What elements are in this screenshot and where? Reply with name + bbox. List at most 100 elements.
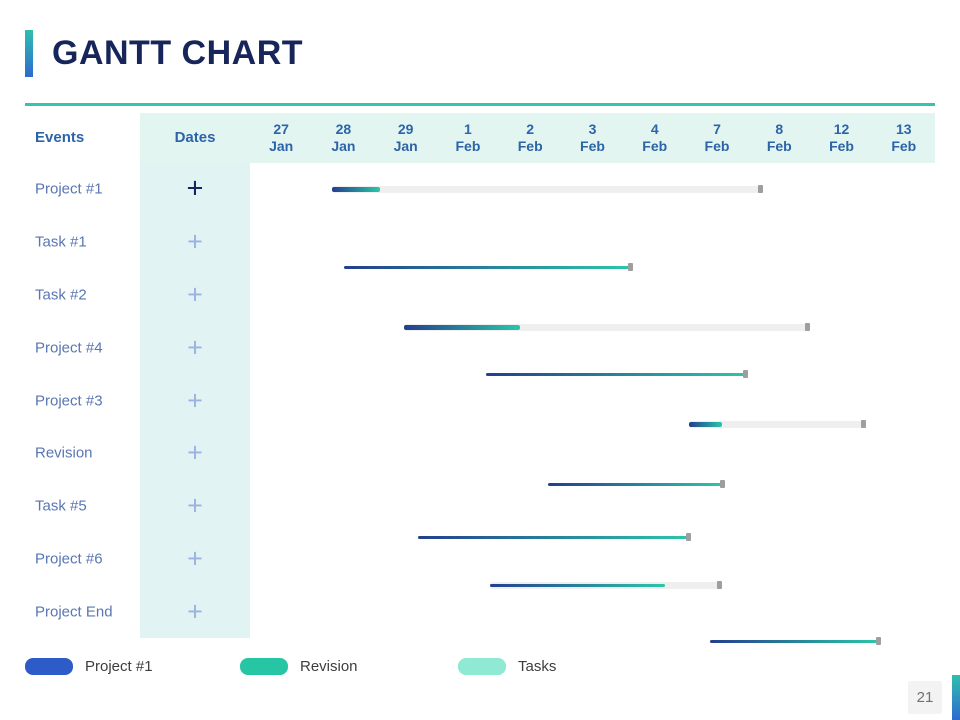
legend-label: Tasks: [518, 657, 557, 675]
legend-swatch: [458, 657, 506, 675]
date-month: Feb: [766, 138, 792, 154]
table-row: Project #3 +: [0, 374, 250, 427]
gantt-bar-line: [344, 265, 630, 269]
legend-label: Project #1: [85, 657, 153, 675]
page-title: GANTT CHART: [52, 34, 304, 72]
add-date-plus-icon[interactable]: +: [187, 226, 203, 257]
date-column-header: 13 Feb: [873, 113, 935, 163]
events-column-header: Events: [35, 129, 85, 146]
gantt-bar-handle: [876, 637, 881, 645]
date-day: 3: [588, 120, 597, 137]
page-number-badge: 21: [908, 681, 942, 714]
table-row: Project End +: [0, 585, 250, 638]
gantt-bar-fill: [490, 583, 665, 587]
gantt-bar-track: [332, 185, 763, 193]
date-month: Jan: [331, 138, 356, 154]
legend-item: Tasks: [458, 657, 557, 675]
date-day: 7: [713, 120, 721, 137]
event-label: Project #3: [35, 392, 103, 410]
gantt-bar-track: [490, 581, 722, 589]
date-column-header: 1 Feb: [437, 113, 499, 163]
date-column-header: 29 Jan: [375, 113, 437, 163]
gantt-bar-fill: [689, 421, 722, 427]
add-date-plus-icon[interactable]: +: [187, 385, 203, 416]
gantt-bar-fill: [332, 186, 380, 192]
date-month: Feb: [891, 138, 917, 154]
legend-item: Revision: [240, 657, 398, 675]
gantt-bar-track: [689, 420, 866, 428]
date-day: 29: [397, 120, 414, 137]
table-row: Task #5 +: [0, 480, 250, 533]
date-month: Feb: [642, 138, 668, 154]
legend-label: Revision: [300, 657, 358, 675]
date-day: 2: [526, 120, 535, 137]
title-divider-line: [25, 103, 935, 106]
date-column-header: 7 Feb: [686, 113, 748, 163]
gantt-bar-line: [418, 535, 688, 539]
event-label: Project #1: [35, 180, 103, 198]
legend-item: Project #1: [25, 657, 180, 675]
date-column-header: 27 Jan: [250, 113, 312, 163]
dates-column-header: Dates: [174, 129, 216, 146]
table-row: Revision +: [0, 427, 250, 480]
date-month: Jan: [269, 138, 294, 154]
date-column-header: 28 Jan: [312, 113, 374, 163]
add-date-plus-icon[interactable]: +: [187, 437, 203, 468]
gantt-bar-handle: [861, 420, 866, 428]
date-day: 27: [273, 120, 289, 137]
date-column-header: 3 Feb: [561, 113, 623, 163]
date-month: Feb: [517, 138, 543, 154]
gantt-bar-handle: [717, 581, 722, 589]
event-label: Project End: [35, 603, 113, 621]
date-day: 1: [464, 120, 472, 137]
gantt-bar-handle: [758, 185, 763, 193]
gantt-bar-handle: [628, 263, 633, 271]
date-day: 13: [896, 120, 912, 137]
date-column-header: 2 Feb: [499, 113, 561, 163]
date-month: Feb: [455, 138, 481, 154]
dates-column-background: [140, 163, 250, 638]
date-columns-header-row: 27 Jan 28 Jan 29 Jan 1 Feb 2 Feb 3 Feb 4 Feb 7 Feb 8 Feb 1…: [250, 113, 935, 163]
gantt-bar-line: [548, 482, 722, 486]
add-date-plus-icon[interactable]: +: [187, 279, 203, 310]
date-month: Feb: [829, 138, 854, 154]
date-day: 8: [775, 120, 784, 137]
table-row: Task #2 +: [0, 269, 250, 322]
gantt-bar-handle: [743, 370, 748, 378]
date-month: Jan: [393, 138, 418, 154]
event-label: Revision: [35, 444, 93, 462]
add-date-plus-icon[interactable]: +: [187, 543, 203, 574]
legend: Project #1 Revision Tasks: [25, 655, 556, 677]
title-accent-bar: [25, 30, 33, 77]
date-column-header: 8 Feb: [748, 113, 810, 163]
table-row: Project #6 +: [0, 532, 250, 585]
date-day: 12: [833, 120, 850, 137]
event-label: Task #2: [35, 286, 87, 304]
add-date-plus-icon[interactable]: +: [187, 332, 203, 363]
gantt-bar-handle: [686, 533, 691, 541]
legend-swatch: [240, 657, 288, 675]
gantt-bar-handle: [805, 323, 810, 331]
add-date-plus-icon[interactable]: +: [186, 172, 204, 205]
table-row: Task #1 +: [0, 216, 250, 269]
event-label: Task #5: [35, 497, 87, 515]
date-month: Feb: [704, 138, 730, 154]
gantt-bar-line: [486, 372, 745, 376]
gantt-bar-handle: [720, 480, 725, 488]
add-date-plus-icon[interactable]: +: [187, 490, 203, 521]
page-number: 21: [916, 689, 934, 706]
bottom-right-accent-bar: [952, 675, 960, 720]
date-column-header: 12 Feb: [810, 113, 872, 163]
add-date-plus-icon[interactable]: +: [187, 596, 203, 627]
event-rows: Project #1 + Task #1 + Task #2 + Project #4 + Pr…: [0, 163, 250, 638]
event-label: Project #6: [35, 550, 103, 568]
event-label: Task #1: [35, 233, 87, 251]
date-day: 28: [335, 120, 352, 137]
table-row: Project #1 +: [0, 163, 250, 216]
date-column-header: 4 Feb: [624, 113, 686, 163]
gantt-bar-fill: [404, 324, 520, 330]
date-day: 4: [650, 120, 659, 137]
table-row: Project #4 +: [0, 321, 250, 374]
table-header-band: [140, 113, 935, 163]
